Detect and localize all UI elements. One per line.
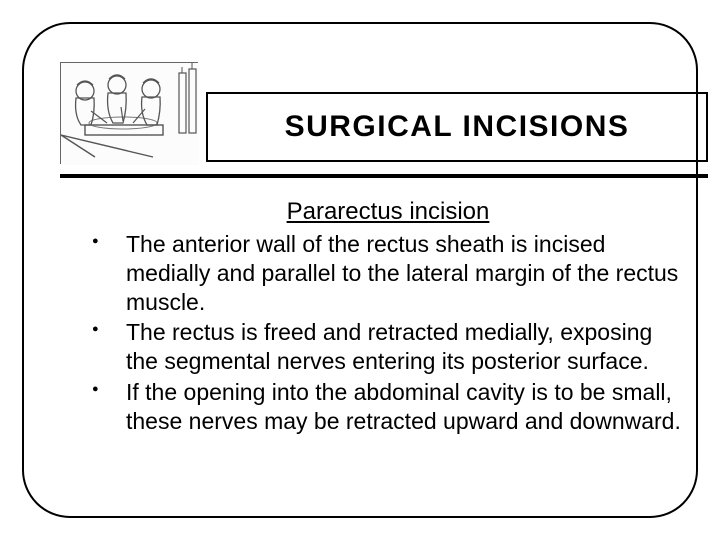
content-area: Pararectus incision The anterior wall of… <box>90 198 686 437</box>
list-item: The rectus is freed and retracted medial… <box>90 318 686 376</box>
header-divider <box>60 174 708 178</box>
bullet-list: The anterior wall of the rectus sheath i… <box>90 230 686 435</box>
title-box: SURGICAL INCISIONS <box>206 92 708 162</box>
list-item: The anterior wall of the rectus sheath i… <box>90 230 686 316</box>
list-item: If the opening into the abdominal cavity… <box>90 378 686 436</box>
surgery-illustration <box>60 62 198 164</box>
slide-title: SURGICAL INCISIONS <box>285 110 630 144</box>
slide-subtitle: Pararectus incision <box>90 198 686 226</box>
slide-frame: SURGICAL INCISIONS Pararectus incision T… <box>22 22 698 518</box>
